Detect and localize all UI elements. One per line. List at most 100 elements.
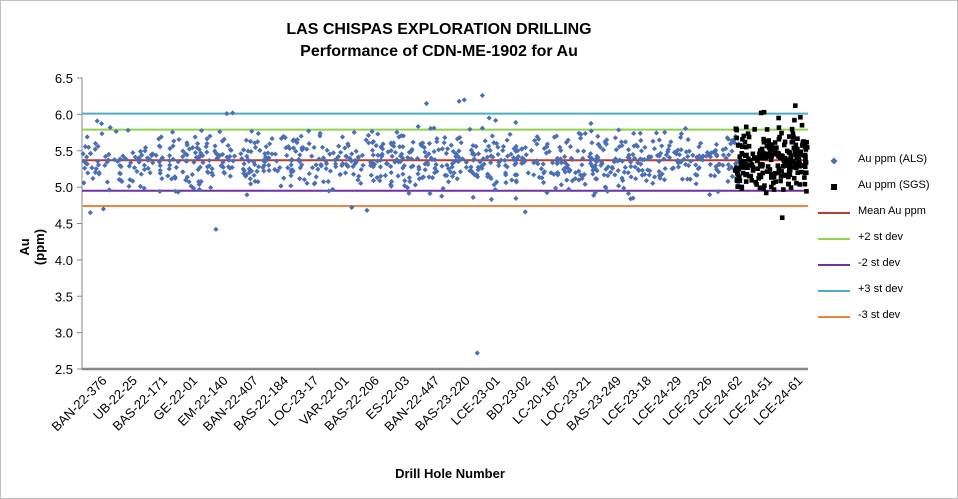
data-point-sgs [803, 170, 809, 176]
data-point-als [519, 155, 525, 161]
data-point-als [80, 151, 86, 157]
data-point-als [564, 165, 570, 171]
y-tick-label: 2.5 [55, 362, 73, 377]
data-point-als [519, 160, 525, 166]
data-point-sgs [761, 139, 767, 145]
data-point-sgs [795, 146, 800, 152]
legend-label: Mean Au ppm [858, 205, 926, 217]
data-point-als [406, 149, 412, 155]
data-point-als [382, 172, 389, 179]
data-point-als [85, 170, 91, 176]
data-point-sgs [790, 165, 796, 170]
data-point-als [195, 167, 201, 173]
legend-item-plus2: +2 st dev [818, 228, 953, 254]
data-point-als [643, 177, 650, 184]
data-point-als [685, 136, 691, 143]
data-point-als [450, 148, 456, 155]
data-point-als [628, 174, 634, 180]
data-point-sgs [735, 184, 740, 190]
data-point-als [366, 140, 372, 146]
data-point-als [343, 161, 349, 167]
data-point-sgs [778, 173, 784, 179]
data-point-sgs [734, 165, 739, 171]
data-point-als [375, 152, 381, 158]
data-point-sgs [793, 142, 799, 148]
data-point-als [621, 185, 627, 191]
data-point-als [496, 163, 502, 169]
data-point-als [401, 183, 408, 189]
data-point-als [316, 156, 322, 162]
data-point-als [392, 159, 398, 165]
data-point-sgs [745, 165, 750, 171]
data-point-als [319, 144, 326, 150]
data-point-als [301, 176, 308, 183]
data-point-als [427, 190, 433, 197]
data-point-als [349, 151, 355, 157]
data-point-als [113, 128, 119, 135]
data-point-als [612, 172, 618, 178]
data-point-als [455, 158, 461, 165]
data-point-als [487, 147, 493, 154]
data-point-als [388, 148, 394, 154]
data-point-als [395, 173, 401, 179]
data-point-als [602, 184, 608, 190]
data-point-als [638, 148, 645, 154]
data-point-als [694, 154, 700, 160]
data-point-als [693, 162, 699, 168]
data-point-als [647, 168, 653, 174]
data-point-sgs [765, 164, 771, 169]
data-point-als [580, 155, 586, 162]
data-point-als [245, 148, 251, 154]
data-point-sgs [776, 125, 782, 130]
data-point-sgs [782, 139, 788, 145]
data-point-als [219, 138, 225, 144]
data-point-sgs [734, 170, 740, 176]
data-point-als [230, 158, 236, 164]
data-point-als [650, 138, 656, 144]
data-point-als [221, 170, 228, 176]
data-point-als [99, 131, 105, 137]
data-point-als [299, 162, 305, 168]
data-point-als [84, 134, 90, 140]
data-point-sgs [743, 161, 749, 167]
data-point-sgs [788, 155, 793, 161]
data-point-als [157, 167, 163, 174]
data-point-sgs [744, 152, 749, 158]
data-point-als [380, 146, 386, 152]
data-point-als [125, 127, 131, 133]
data-point-als [84, 154, 90, 160]
legend-label: -3 st dev [858, 309, 901, 321]
data-point-als [145, 165, 151, 171]
data-point-sgs [757, 172, 762, 178]
data-point-als [631, 130, 637, 137]
data-point-als [318, 163, 324, 169]
data-point-als [616, 127, 622, 133]
data-point-als [642, 144, 648, 151]
data-point-als [388, 183, 394, 189]
data-point-als [439, 193, 445, 199]
data-point-als [228, 147, 234, 153]
data-point-als [209, 166, 215, 172]
data-point-als [558, 182, 564, 188]
data-point-sgs [767, 167, 773, 172]
data-point-als [726, 166, 732, 172]
data-point-sgs [754, 158, 760, 164]
data-point-sgs [769, 153, 775, 159]
data-point-als [186, 179, 192, 185]
data-point-als [661, 156, 667, 162]
data-point-als [130, 150, 136, 156]
data-point-als [677, 134, 684, 141]
data-point-sgs [754, 182, 759, 187]
data-point-als [373, 143, 379, 149]
data-point-als [288, 162, 294, 168]
data-point-als [575, 148, 581, 154]
data-point-als [339, 134, 346, 140]
data-point-als [637, 156, 643, 162]
data-point-als [175, 159, 181, 165]
data-point-als [429, 175, 436, 181]
data-point-sgs [732, 168, 738, 173]
y-tick-label: 4.0 [55, 253, 73, 268]
data-point-als [449, 164, 455, 170]
data-point-sgs [741, 164, 747, 170]
data-point-als [311, 144, 317, 151]
